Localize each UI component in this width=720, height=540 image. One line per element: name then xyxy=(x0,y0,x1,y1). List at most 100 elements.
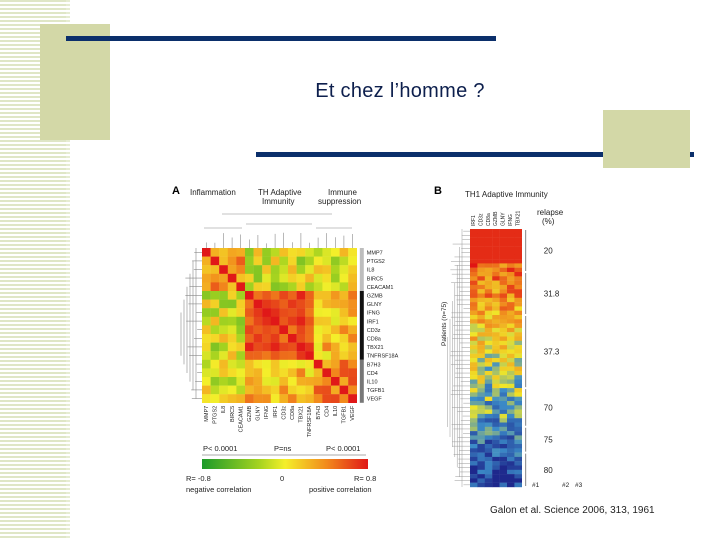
heat-cell-b xyxy=(514,323,522,329)
heat-cell-b xyxy=(492,327,500,333)
heat-cell-a xyxy=(279,368,289,378)
heat-cell-a xyxy=(270,368,280,378)
heat-cell-b xyxy=(514,439,522,445)
heat-cell-b xyxy=(484,478,493,483)
heat-cell-a xyxy=(279,377,289,386)
heat-cell-b xyxy=(484,392,493,397)
positive-correlation-label: positive correlation xyxy=(309,485,372,494)
heat-cell-a xyxy=(270,265,280,274)
heat-cell-a xyxy=(313,334,323,343)
heat-cell-a xyxy=(305,273,314,283)
correlation-heatmap xyxy=(202,248,357,403)
gene-label: TGFB1 xyxy=(342,406,348,424)
heat-cell-b xyxy=(507,297,515,303)
heat-cell-a xyxy=(210,248,220,257)
heat-cell-b xyxy=(484,306,493,311)
heat-cell-a xyxy=(348,368,357,378)
heat-cell-b xyxy=(492,422,500,427)
heat-cell-b xyxy=(514,349,522,354)
group-inflammation: Inflammation xyxy=(190,188,236,197)
scale-left: R= -0.8 xyxy=(186,474,211,483)
heat-cell-a xyxy=(262,385,271,395)
heat-cell-b xyxy=(477,336,485,341)
heat-cell-a xyxy=(331,299,340,309)
heat-cell-a xyxy=(253,316,263,326)
heat-cell-a xyxy=(219,256,228,266)
heat-cell-a xyxy=(296,394,306,403)
heat-cell-b xyxy=(492,362,500,367)
column-label: CD8a xyxy=(486,213,492,226)
heat-cell-b xyxy=(484,233,493,238)
heat-cell-b xyxy=(492,482,500,488)
heat-cell-a xyxy=(227,316,237,326)
heat-cell-b xyxy=(499,383,508,389)
heat-cell-a xyxy=(236,394,246,403)
heat-cell-a xyxy=(202,308,211,317)
heat-cell-a xyxy=(279,325,289,335)
heat-cell-a xyxy=(305,308,314,317)
heat-cell-b xyxy=(499,431,508,436)
relapse-value: 70 xyxy=(544,403,553,412)
heat-cell-a xyxy=(288,308,297,317)
heat-cell-a xyxy=(245,291,254,300)
heat-cell-a xyxy=(322,377,332,386)
heat-cell-a xyxy=(296,265,306,274)
heat-cell-b xyxy=(470,336,478,341)
heat-cell-b xyxy=(514,272,522,277)
heat-cell-b xyxy=(507,461,515,466)
heat-cell-b xyxy=(507,418,515,423)
heat-cell-a xyxy=(305,299,314,309)
heat-cell-b xyxy=(470,418,478,423)
heat-cell-b xyxy=(507,254,515,260)
heat-cell-a xyxy=(253,325,263,335)
heat-cell-b xyxy=(499,405,508,410)
heat-cell-a xyxy=(348,377,357,386)
heat-cell-a xyxy=(236,282,246,292)
heat-cell-b xyxy=(507,237,515,243)
heat-cell-a xyxy=(210,265,220,274)
heat-cell-a xyxy=(339,342,349,352)
heat-cell-a xyxy=(279,273,289,283)
heat-cell-b xyxy=(484,315,493,320)
heat-cell-a xyxy=(305,316,314,326)
heat-cell-b xyxy=(470,452,478,458)
heat-cell-a xyxy=(288,359,297,369)
heat-cell-b xyxy=(477,229,485,234)
heat-cell-b xyxy=(477,379,485,384)
heat-cell-b xyxy=(477,267,485,273)
heat-cell-a xyxy=(331,291,340,300)
heat-cell-b xyxy=(514,332,522,337)
heat-cell-a xyxy=(227,334,237,343)
heat-cell-b xyxy=(477,375,485,380)
column-label: IRF1 xyxy=(471,215,477,226)
heat-cell-a xyxy=(227,359,237,369)
heat-cell-b xyxy=(507,422,515,427)
gene-label: CD4 xyxy=(324,406,330,417)
heat-cell-b xyxy=(470,315,478,320)
heat-cell-a xyxy=(202,265,211,274)
heat-cell-a xyxy=(236,359,246,369)
heat-cell-b xyxy=(492,272,500,277)
heat-cell-b xyxy=(492,448,500,453)
heat-cell-b xyxy=(499,461,508,466)
relapse-value: 20 xyxy=(544,247,553,256)
heat-cell-b xyxy=(470,297,478,303)
heat-cell-b xyxy=(514,461,522,466)
column-label: GLNY xyxy=(501,212,507,226)
heat-cell-a xyxy=(262,359,271,369)
heat-cell-a xyxy=(245,368,254,378)
heat-cell-a xyxy=(322,291,332,300)
heat-cell-a xyxy=(270,325,280,335)
heat-cell-b xyxy=(499,482,508,488)
heat-cell-a xyxy=(313,308,323,317)
heat-cell-b xyxy=(484,379,493,384)
heat-cell-b xyxy=(499,267,508,273)
heat-cell-b xyxy=(514,409,522,415)
heat-cell-a xyxy=(262,325,271,335)
heat-cell-b xyxy=(484,336,493,341)
heat-cell-b xyxy=(477,461,485,466)
heat-cell-a xyxy=(210,394,220,403)
heat-cell-b xyxy=(514,379,522,384)
heat-cell-b xyxy=(492,426,500,432)
heat-cell-b xyxy=(470,375,478,380)
